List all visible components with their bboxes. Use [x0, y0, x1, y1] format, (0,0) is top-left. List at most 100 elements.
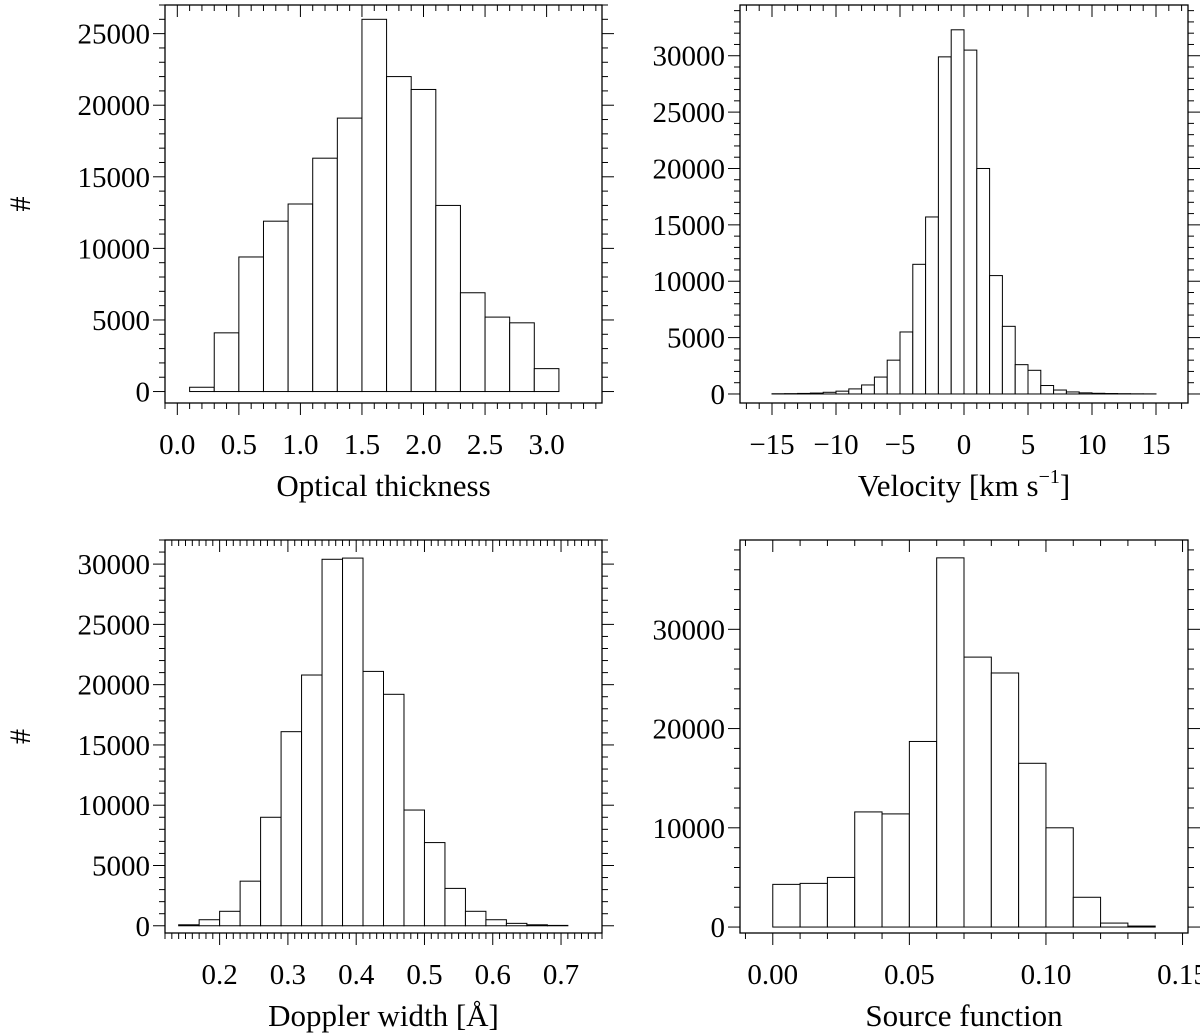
bar-source-11 — [1072, 896, 1102, 928]
bar-velocity-19 — [1014, 364, 1029, 395]
ytick-label: 0 — [136, 377, 151, 409]
xtick-label: 0 — [957, 429, 972, 461]
bar-doppler-9 — [362, 670, 384, 927]
bar-velocity-22 — [1053, 389, 1067, 395]
x-axis-label: Source function — [865, 998, 1063, 1033]
ticks-optical — [153, 4, 614, 415]
ytick-label: 25000 — [78, 19, 151, 51]
bar-doppler-14 — [464, 910, 487, 927]
bar-doppler-1 — [198, 919, 221, 927]
bar-doppler-0 — [178, 924, 200, 927]
bar-velocity-5 — [835, 390, 850, 395]
bar-velocity-12 — [925, 216, 939, 395]
ticks-source — [728, 540, 1200, 945]
bar-velocity-15 — [963, 49, 978, 395]
ytick-label: 10000 — [653, 266, 726, 298]
bar-velocity-23 — [1065, 391, 1080, 395]
ytick-label: 25000 — [78, 609, 151, 641]
ytick-label: 10000 — [78, 790, 151, 822]
ytick-label: 25000 — [653, 97, 726, 129]
bar-doppler-16 — [505, 922, 528, 927]
bar-velocity-6 — [848, 388, 863, 395]
bar-source-7 — [963, 656, 992, 928]
ticks-velocity — [728, 5, 1200, 415]
ticks-doppler — [153, 539, 614, 945]
bar-source-9 — [1018, 762, 1047, 928]
bar-velocity-21 — [1040, 385, 1055, 395]
xtick-label: −15 — [749, 429, 794, 461]
xtick-label: 5 — [1021, 429, 1036, 461]
bar-doppler-15 — [485, 919, 507, 927]
xtick-label: 1.0 — [282, 429, 318, 461]
bar-velocity-4 — [822, 391, 837, 395]
bar-doppler-5 — [280, 731, 303, 927]
bar-doppler-8 — [342, 557, 364, 927]
bar-optical-3 — [262, 220, 289, 393]
xtick-label: 2.5 — [467, 429, 503, 461]
xtick-label: 0.7 — [543, 959, 579, 991]
bar-velocity-3 — [809, 392, 824, 395]
ytick-label: 0 — [711, 379, 726, 411]
bar-optical-0 — [189, 386, 215, 393]
bar-optical-4 — [287, 203, 314, 393]
bar-velocity-20 — [1027, 369, 1042, 395]
panel-velocity: −15 −10 −5 0 5 10 15 0 5000 10000 15000 20000 25000 3… — [653, 4, 1200, 503]
bar-doppler-4 — [260, 816, 282, 927]
bar-source-4 — [881, 813, 910, 928]
bar-optical-7 — [361, 18, 388, 393]
ytick-label: 30000 — [653, 41, 726, 73]
bar-source-12 — [1100, 922, 1129, 928]
xtick-label: 0.3 — [270, 959, 306, 991]
xtick-label: −10 — [813, 429, 858, 461]
bar-velocity-18 — [1001, 325, 1016, 395]
xtick-label: 15 — [1142, 429, 1171, 461]
bar-velocity-13 — [937, 56, 952, 395]
xtick-label: 1.5 — [344, 429, 380, 461]
bar-doppler-3 — [239, 880, 262, 927]
ytick-label: 20000 — [653, 153, 726, 185]
ytick-label: 15000 — [78, 162, 151, 194]
bar-doppler-12 — [423, 842, 446, 927]
bar-doppler-6 — [301, 674, 323, 927]
bars-source — [772, 557, 1156, 928]
ytick-label: 30000 — [653, 614, 726, 646]
bar-optical-9 — [410, 88, 437, 393]
bar-optical-13 — [509, 322, 535, 393]
xtick-label: 0.10 — [1021, 959, 1072, 991]
bars-doppler — [178, 557, 569, 927]
panel-source-function: 0.00 0.05 0.10 0.15 0 10000 20000 30000 Source f… — [653, 539, 1200, 1033]
xtick-label: 0.5 — [406, 959, 442, 991]
bar-velocity-2 — [797, 392, 811, 395]
y-axis-label: # — [4, 197, 37, 212]
ytick-label: 20000 — [653, 714, 726, 746]
bar-source-0 — [772, 883, 801, 928]
xtick-label: −5 — [885, 429, 916, 461]
bar-velocity-9 — [886, 359, 901, 395]
bar-source-5 — [908, 740, 938, 928]
bar-optical-14 — [533, 368, 560, 393]
xtick-label: 0.6 — [475, 959, 511, 991]
y-axis-label: # — [4, 729, 37, 744]
bar-source-8 — [990, 672, 1020, 928]
bar-optical-11 — [459, 292, 486, 393]
ytick-label: 30000 — [78, 549, 151, 581]
bar-optical-1 — [213, 332, 240, 393]
xtick-label: 0.05 — [884, 959, 935, 991]
xtick-label: 0.2 — [202, 959, 238, 991]
bar-optical-10 — [435, 204, 461, 393]
xtick-label: 0.0 — [159, 429, 195, 461]
bar-optical-8 — [386, 76, 412, 393]
bar-velocity-14 — [950, 29, 965, 395]
bar-velocity-7 — [861, 384, 875, 395]
ytick-label: 15000 — [653, 210, 726, 242]
ytick-label: 0 — [711, 912, 726, 944]
ytick-label: 15000 — [78, 730, 151, 762]
bars-velocity — [771, 29, 1157, 395]
bar-doppler-11 — [403, 809, 425, 927]
bar-doppler-13 — [444, 887, 466, 927]
ytick-label: 5000 — [92, 850, 150, 882]
bar-velocity-25 — [1091, 392, 1106, 395]
xtick-label: 0.15 — [1157, 959, 1200, 991]
bar-source-2 — [826, 876, 856, 928]
